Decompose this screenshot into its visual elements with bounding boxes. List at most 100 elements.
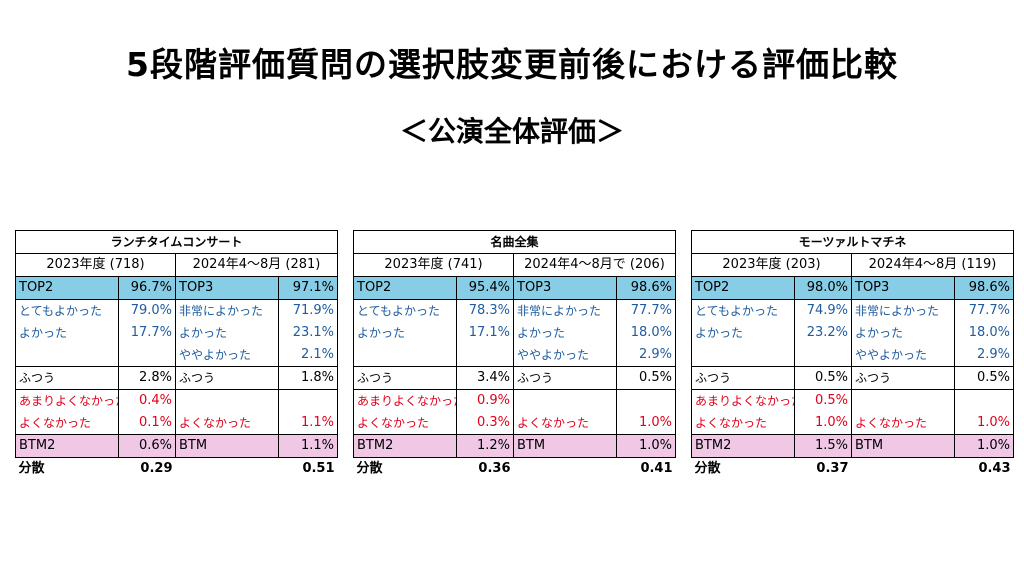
label-not-good-after: よくなかった bbox=[851, 412, 955, 435]
empty-cell bbox=[953, 389, 1015, 412]
empty-cell bbox=[513, 389, 617, 412]
comparison-table: モーツァルトマチネ 2023年度 (203) 2024年4～8月 (119) T… bbox=[690, 230, 1015, 481]
label-good-after: よかった bbox=[513, 322, 617, 344]
label-good-before: よかった bbox=[15, 322, 119, 344]
after-period: 2024年4～8月 (281) bbox=[174, 253, 339, 277]
label-very-good: とてもよかった bbox=[691, 299, 795, 322]
label-top3: TOP3 bbox=[851, 276, 955, 300]
value-top3: 98.6% bbox=[953, 276, 1015, 300]
label-top2: TOP2 bbox=[353, 276, 457, 300]
value-btm: 1.1% bbox=[277, 434, 339, 458]
label-btm: BTM bbox=[513, 434, 617, 458]
value-good-after: 18.0% bbox=[953, 322, 1015, 344]
label-btm: BTM bbox=[851, 434, 955, 458]
value-good-before: 17.1% bbox=[456, 322, 514, 344]
empty-cell bbox=[794, 344, 852, 367]
empty-cell bbox=[851, 389, 955, 412]
before-period: 2023年度 (203) bbox=[691, 253, 852, 277]
label-not-good-before: よくなかった bbox=[353, 412, 457, 435]
value-very-good: 74.9% bbox=[794, 299, 852, 322]
label-btm2: BTM2 bbox=[15, 434, 119, 458]
value-variance-before: 0.37 bbox=[816, 461, 849, 476]
value-extremely-good: 77.7% bbox=[615, 299, 677, 322]
label-neutral-after: ふつう bbox=[851, 366, 955, 390]
value-variance-before: 0.29 bbox=[140, 461, 173, 476]
value-good-before: 17.7% bbox=[118, 322, 176, 344]
top-row: TOP2 98.0% TOP3 98.6% bbox=[691, 276, 1015, 300]
label-variance: 分散 bbox=[694, 461, 721, 476]
empty-cell bbox=[456, 344, 514, 367]
empty-cell bbox=[353, 344, 457, 367]
label-not-so-good: あまりよくなかった bbox=[691, 389, 795, 412]
value-neutral-before: 0.5% bbox=[794, 366, 852, 390]
value-variance-after: 0.43 bbox=[978, 461, 1011, 476]
empty-cell bbox=[277, 389, 339, 412]
label-neutral-after: ふつう bbox=[175, 366, 279, 390]
before-period: 2023年度 (741) bbox=[353, 253, 514, 277]
value-top2: 95.4% bbox=[456, 276, 514, 300]
after-period: 2024年4～8月 (119) bbox=[850, 253, 1015, 277]
value-not-so-good: 0.5% bbox=[794, 389, 852, 412]
before-period: 2023年度 (718) bbox=[15, 253, 176, 277]
concert-name: ランチタイムコンサート bbox=[14, 230, 339, 254]
value-btm: 1.0% bbox=[615, 434, 677, 458]
value-neutral-before: 2.8% bbox=[118, 366, 176, 390]
label-extremely-good: 非常によかった bbox=[513, 299, 617, 322]
empty-cell bbox=[175, 389, 279, 412]
label-somewhat-good: ややよかった bbox=[513, 344, 617, 367]
label-top3: TOP3 bbox=[513, 276, 617, 300]
empty-cell bbox=[615, 389, 677, 412]
label-not-so-good: あまりよくなかった bbox=[353, 389, 457, 412]
label-extremely-good: 非常によかった bbox=[175, 299, 279, 322]
empty-cell bbox=[118, 344, 176, 367]
value-good-before: 23.2% bbox=[794, 322, 852, 344]
value-variance-before: 0.36 bbox=[478, 461, 511, 476]
bottom-row: BTM2 1.5% BTM 1.0% bbox=[691, 434, 1015, 458]
value-variance-after: 0.51 bbox=[302, 461, 335, 476]
variance-row: 分散 0.37 0.43 bbox=[692, 458, 1014, 481]
value-top2: 98.0% bbox=[794, 276, 852, 300]
value-somewhat-good: 2.1% bbox=[277, 344, 339, 367]
value-neutral-after: 0.5% bbox=[953, 366, 1015, 390]
label-good-before: よかった bbox=[691, 322, 795, 344]
value-btm: 1.0% bbox=[953, 434, 1015, 458]
value-variance-after: 0.41 bbox=[640, 461, 673, 476]
label-top3: TOP3 bbox=[175, 276, 279, 300]
empty-cell bbox=[15, 344, 119, 367]
value-not-good-before: 1.0% bbox=[794, 412, 852, 435]
value-not-good-after: 1.1% bbox=[277, 412, 339, 435]
label-not-so-good: あまりよくなかった bbox=[15, 389, 119, 412]
label-good-after: よかった bbox=[851, 322, 955, 344]
value-not-good-before: 0.1% bbox=[118, 412, 176, 435]
empty-cell bbox=[852, 458, 955, 481]
after-period: 2024年4～8月で (206) bbox=[512, 253, 677, 277]
label-somewhat-good: ややよかった bbox=[851, 344, 955, 367]
label-not-good-after: よくなかった bbox=[175, 412, 279, 435]
value-not-so-good: 0.4% bbox=[118, 389, 176, 412]
label-btm2: BTM2 bbox=[353, 434, 457, 458]
page-subtitle: ＜公演全体評価＞ bbox=[399, 115, 624, 148]
comparison-table: ランチタイムコンサート 2023年度 (718) 2024年4～8月 (281)… bbox=[14, 230, 339, 481]
label-good-after: よかった bbox=[175, 322, 279, 344]
label-good-before: よかった bbox=[353, 322, 457, 344]
label-top2: TOP2 bbox=[691, 276, 795, 300]
value-btm2: 0.6% bbox=[118, 434, 176, 458]
label-neutral-before: ふつう bbox=[691, 366, 795, 390]
label-btm2: BTM2 bbox=[691, 434, 795, 458]
page-title: 5段階評価質問の選択肢変更前後における評価比較 bbox=[126, 45, 898, 84]
label-neutral-after: ふつう bbox=[513, 366, 617, 390]
label-variance: 分散 bbox=[356, 461, 383, 476]
label-variance: 分散 bbox=[18, 461, 45, 476]
value-somewhat-good: 2.9% bbox=[615, 344, 677, 367]
value-top3: 97.1% bbox=[277, 276, 339, 300]
value-not-so-good: 0.9% bbox=[456, 389, 514, 412]
empty-cell bbox=[176, 458, 279, 481]
top-row: TOP2 95.4% TOP3 98.6% bbox=[353, 276, 677, 300]
label-not-good-before: よくなかった bbox=[691, 412, 795, 435]
value-not-good-before: 0.3% bbox=[456, 412, 514, 435]
value-very-good: 78.3% bbox=[456, 299, 514, 322]
value-top2: 96.7% bbox=[118, 276, 176, 300]
label-very-good: とてもよかった bbox=[353, 299, 457, 322]
bottom-row: BTM2 1.2% BTM 1.0% bbox=[353, 434, 677, 458]
value-btm2: 1.5% bbox=[794, 434, 852, 458]
